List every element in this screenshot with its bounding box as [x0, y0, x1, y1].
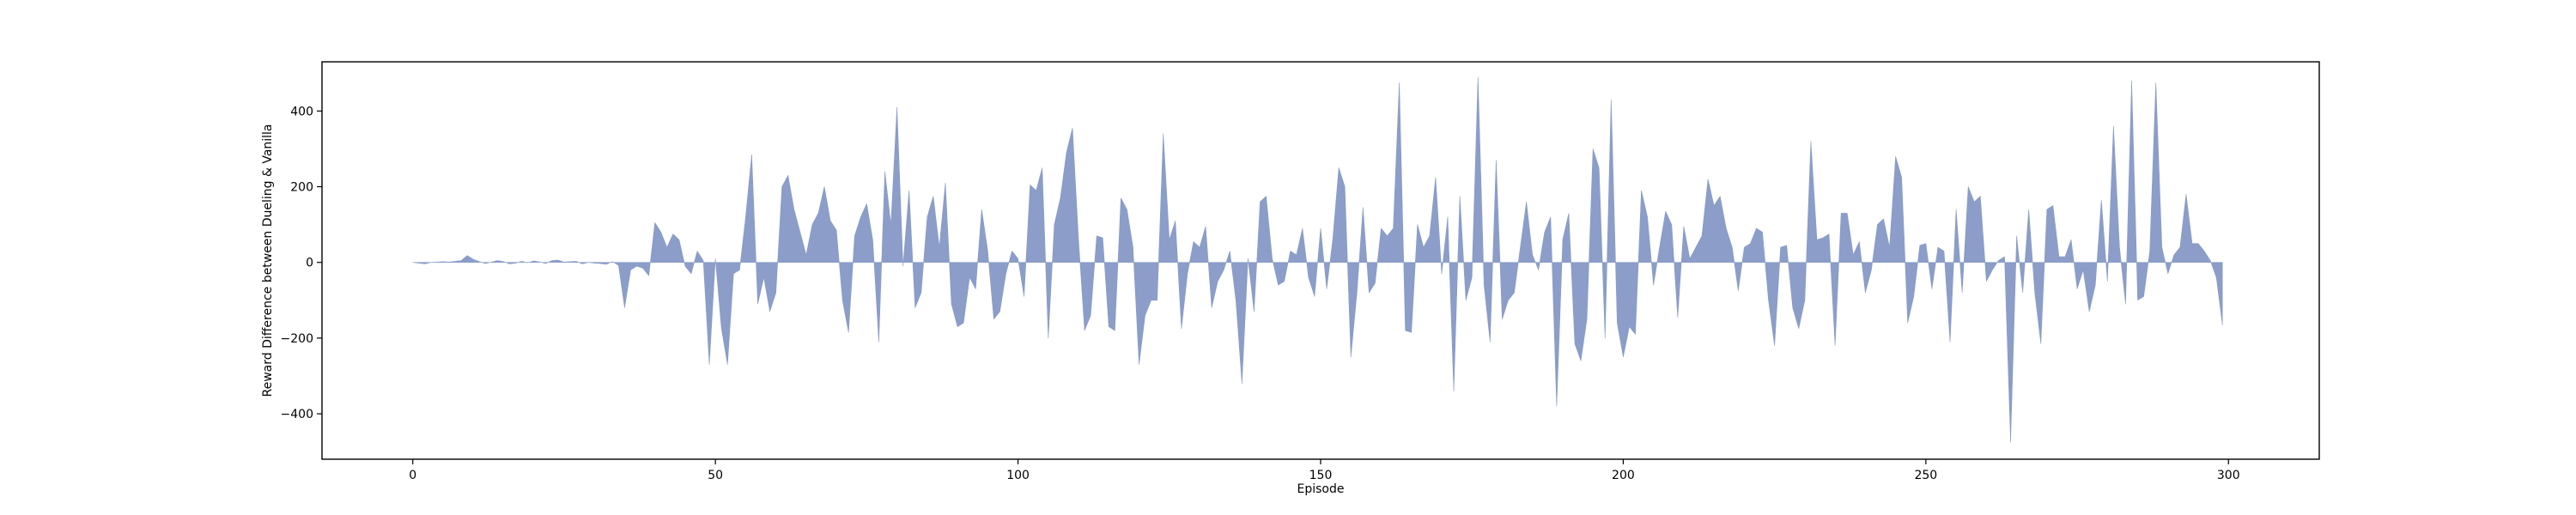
reward-difference-area [412, 76, 2223, 443]
y-tick-label: 0 [306, 257, 313, 270]
y-axis: −400 −200 0 200 400 [281, 105, 322, 421]
plot-area [412, 76, 2223, 443]
x-tick-label: 50 [708, 469, 723, 482]
y-tick-label: 400 [290, 105, 313, 118]
x-tick-label: 150 [1309, 469, 1333, 482]
x-axis-label: Episode [1297, 482, 1345, 496]
x-tick-label: 250 [1914, 469, 1937, 482]
x-tick-label: 100 [1006, 469, 1030, 482]
y-axis-label: Reward Difference between Dueling & Vani… [261, 124, 275, 397]
y-tick-label: −400 [281, 408, 313, 421]
x-tick-label: 200 [1612, 469, 1635, 482]
y-tick-label: −200 [281, 332, 313, 346]
y-tick-label: 200 [290, 181, 313, 195]
x-tick-label: 300 [2217, 469, 2240, 482]
x-axis: 0 50 100 150 200 250 300 [409, 459, 2240, 482]
x-tick-label: 0 [409, 469, 416, 482]
